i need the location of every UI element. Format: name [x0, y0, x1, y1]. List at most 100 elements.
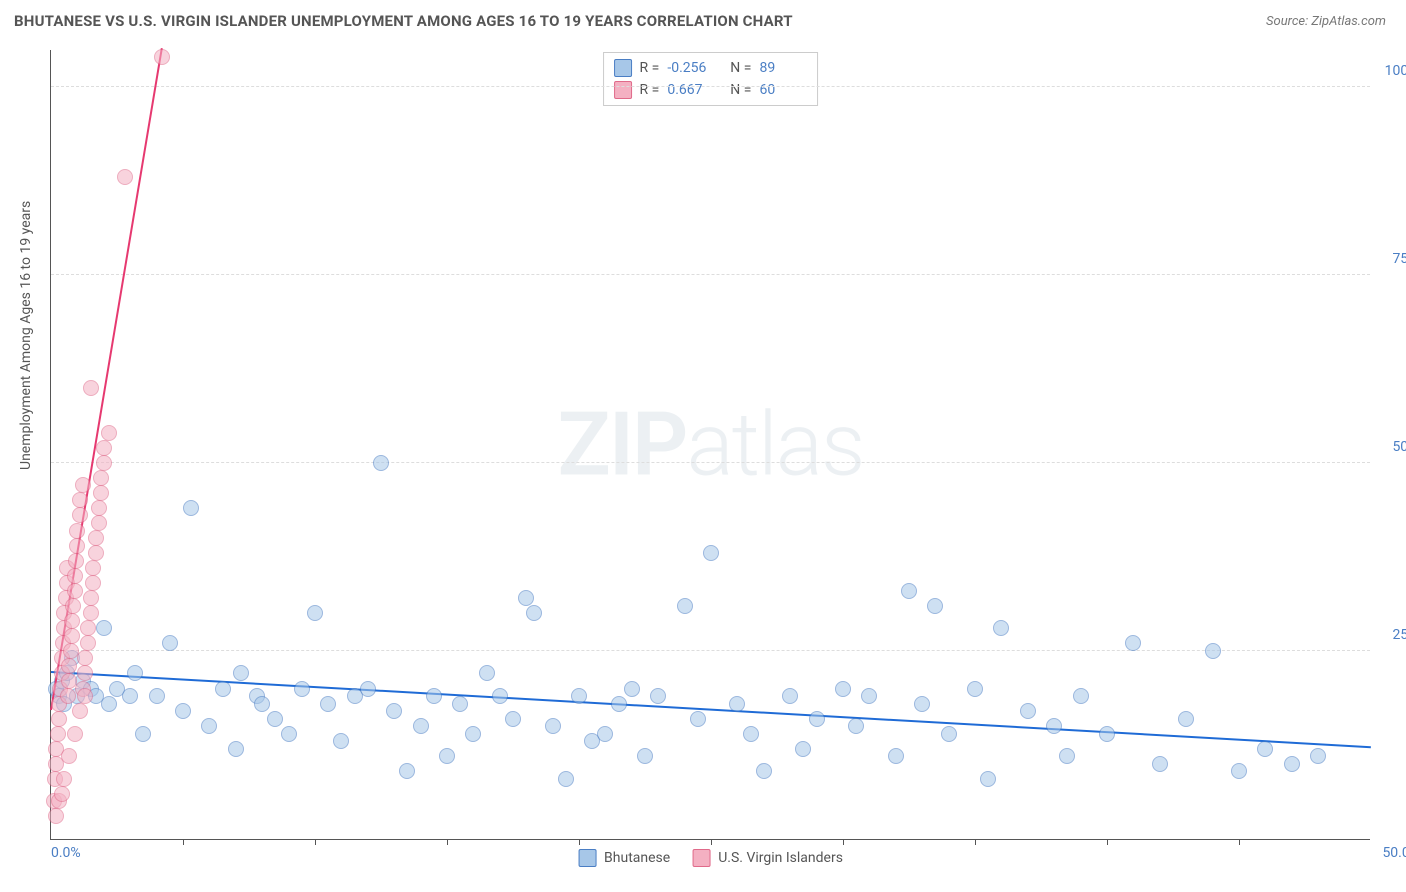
data-point [967, 681, 983, 697]
data-point [61, 658, 77, 674]
data-point [60, 688, 76, 704]
data-point [333, 733, 349, 749]
data-point [75, 477, 91, 493]
correlation-legend: R = -0.256 N = 89R = 0.667 N = 60 [603, 52, 819, 106]
x-tick [711, 839, 712, 845]
x-tick [843, 839, 844, 845]
data-point [729, 696, 745, 712]
data-point [545, 718, 561, 734]
legend-swatch [614, 59, 632, 77]
data-point [233, 665, 249, 681]
data-point [848, 718, 864, 734]
x-tick [447, 839, 448, 845]
n-label: N = [723, 82, 751, 98]
watermark: ZIPatlas [557, 393, 863, 496]
data-point [452, 696, 468, 712]
x-axis-max-label: 50.0% [1382, 845, 1406, 861]
x-tick [1239, 839, 1240, 845]
data-point [518, 590, 534, 606]
data-point [914, 696, 930, 712]
data-point [703, 545, 719, 561]
legend-swatch [692, 849, 710, 867]
data-point [96, 440, 112, 456]
data-point [571, 688, 587, 704]
x-axis-min-label: 0.0% [51, 845, 81, 861]
x-tick [1107, 839, 1108, 845]
data-point [1059, 748, 1075, 764]
data-point [51, 711, 67, 727]
data-point [526, 605, 542, 621]
data-point [101, 425, 117, 441]
data-point [1257, 741, 1273, 757]
data-point [1205, 643, 1221, 659]
data-point [48, 808, 64, 824]
data-point [54, 786, 70, 802]
legend-row: R = 0.667 N = 60 [614, 79, 808, 101]
data-point [149, 688, 165, 704]
data-point [83, 380, 99, 396]
data-point [85, 575, 101, 591]
data-point [756, 763, 772, 779]
n-value: 60 [759, 82, 807, 98]
watermark-zip: ZIP [557, 393, 686, 496]
data-point [743, 726, 759, 742]
watermark-atlas: atlas [686, 393, 863, 496]
data-point [154, 49, 170, 65]
data-point [68, 553, 84, 569]
series-legend: BhutaneseU.S. Virgin Islanders [578, 849, 843, 867]
x-tick [315, 839, 316, 845]
gridline [51, 274, 1370, 275]
data-point [77, 665, 93, 681]
data-point [56, 771, 72, 787]
r-label: R = [640, 82, 660, 98]
data-point [505, 711, 521, 727]
trend-line [51, 671, 1371, 748]
data-point [77, 650, 93, 666]
plot-area: ZIPatlas R = -0.256 N = 89R = 0.667 N = … [50, 50, 1370, 840]
legend-swatch [578, 849, 596, 867]
data-point [465, 726, 481, 742]
data-point [413, 718, 429, 734]
data-point [135, 726, 151, 742]
data-point [50, 726, 66, 742]
data-point [80, 620, 96, 636]
data-point [320, 696, 336, 712]
data-point [72, 492, 88, 508]
data-point [67, 726, 83, 742]
data-point [637, 748, 653, 764]
data-point [993, 620, 1009, 636]
data-point [201, 718, 217, 734]
data-point [96, 620, 112, 636]
data-point [175, 703, 191, 719]
y-tick-label: 25.0% [1392, 627, 1406, 643]
gridline [51, 86, 1370, 87]
data-point [597, 726, 613, 742]
data-point [64, 613, 80, 629]
gridline [51, 650, 1370, 651]
x-tick [183, 839, 184, 845]
y-tick-label: 100.0% [1385, 63, 1406, 79]
legend-swatch [614, 81, 632, 99]
data-point [93, 485, 109, 501]
data-point [281, 726, 297, 742]
data-point [795, 741, 811, 757]
data-point [88, 545, 104, 561]
chart-title: BHUTANESE VS U.S. VIRGIN ISLANDER UNEMPL… [14, 12, 793, 30]
n-label: N = [723, 60, 751, 76]
data-point [1284, 756, 1300, 772]
series-legend-item: Bhutanese [578, 849, 670, 867]
data-point [61, 748, 77, 764]
data-point [677, 598, 693, 614]
data-point [88, 530, 104, 546]
data-point [558, 771, 574, 787]
data-point [1099, 726, 1115, 742]
x-tick [975, 839, 976, 845]
data-point [690, 711, 706, 727]
y-axis-label: Unemployment Among Ages 16 to 19 years [18, 201, 34, 470]
data-point [1152, 756, 1168, 772]
data-point [77, 688, 93, 704]
data-point [307, 605, 323, 621]
data-point [386, 703, 402, 719]
data-point [80, 635, 96, 651]
data-point [426, 688, 442, 704]
